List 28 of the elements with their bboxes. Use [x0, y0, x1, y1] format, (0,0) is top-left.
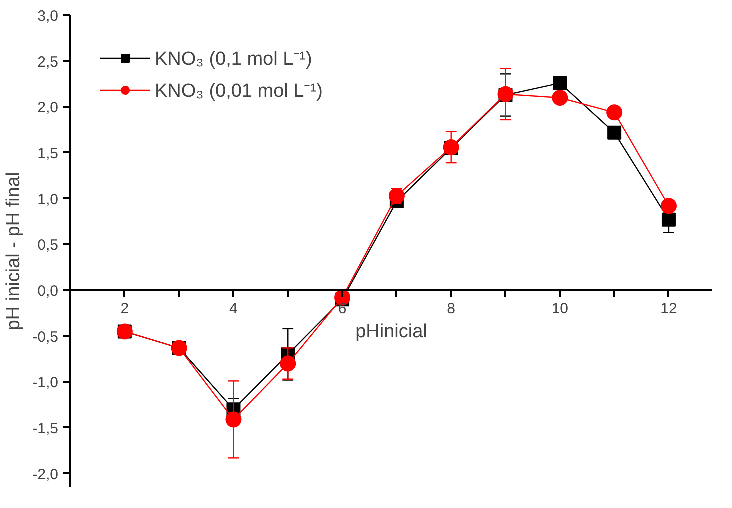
- y-tick-label: 2,0: [38, 100, 59, 117]
- legend-label: KNO₃ (0,1 mol L⁻¹): [155, 48, 312, 71]
- x-tick-label: 2: [120, 300, 130, 318]
- point: [226, 412, 242, 428]
- x-axis-title: pHinicial: [356, 322, 428, 342]
- y-tick-label: 3,0: [38, 8, 59, 25]
- y-tick-label: 1,5: [38, 145, 59, 162]
- x-tick-label: 8: [447, 300, 456, 318]
- y-tick-label: 1,0: [38, 191, 59, 208]
- point: [608, 126, 622, 140]
- y-tick-label: 0,5: [38, 237, 59, 254]
- y-tick-label: -2,0: [32, 466, 59, 484]
- y-tick-label: 2,5: [38, 54, 59, 71]
- legend-label: KNO₃ (0,01 mol L⁻¹): [155, 80, 323, 103]
- point: [553, 76, 568, 90]
- y-tick-label: -1,0: [32, 374, 59, 392]
- point: [552, 90, 568, 106]
- y-tick-label: -0,5: [32, 328, 59, 346]
- point: [660, 198, 677, 214]
- y-tick-label: -1,5: [32, 420, 59, 438]
- point: [606, 104, 623, 121]
- x-tick-label: 4: [230, 300, 238, 318]
- point: [662, 212, 676, 227]
- y-tick-label: 0,0: [38, 282, 59, 300]
- point: [280, 356, 296, 372]
- y-axis-title: pH inicial - pH final: [4, 172, 25, 331]
- x-tick-label: 12: [660, 300, 678, 318]
- x-tick-label: 10: [552, 300, 569, 318]
